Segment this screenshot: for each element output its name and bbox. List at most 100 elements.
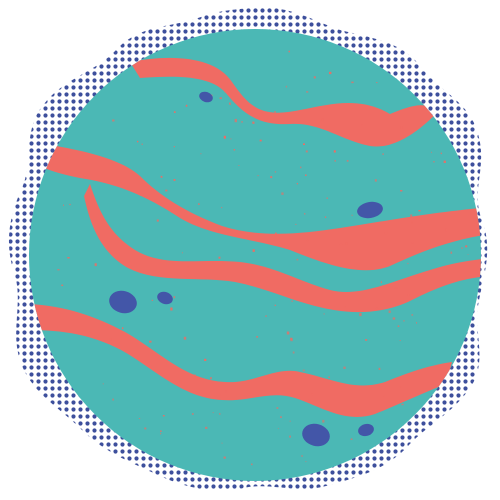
speckle bbox=[69, 203, 71, 206]
speckle bbox=[380, 281, 382, 283]
speckle bbox=[302, 369, 305, 372]
speckle bbox=[309, 120, 311, 121]
speckle bbox=[376, 307, 379, 309]
speckle bbox=[411, 314, 414, 316]
speckle bbox=[397, 325, 400, 327]
speckle bbox=[344, 306, 346, 308]
speckle bbox=[160, 430, 162, 432]
speckle bbox=[433, 161, 435, 163]
speckle bbox=[339, 243, 343, 245]
speckle bbox=[378, 367, 381, 370]
speckle bbox=[305, 174, 307, 176]
speckle bbox=[112, 398, 114, 401]
speckle bbox=[455, 266, 458, 269]
speckle bbox=[160, 433, 162, 435]
speckle bbox=[288, 50, 290, 53]
speckle bbox=[290, 337, 293, 341]
speckle bbox=[94, 263, 97, 267]
speckle bbox=[326, 197, 328, 199]
speckle bbox=[173, 296, 176, 299]
speckle bbox=[388, 310, 391, 313]
speckle bbox=[443, 160, 446, 163]
speckle bbox=[210, 377, 212, 380]
speckle bbox=[289, 420, 291, 422]
speckle bbox=[465, 245, 468, 248]
speckle bbox=[275, 232, 277, 235]
speckle bbox=[137, 140, 139, 143]
planet-band-2 bbox=[40, 144, 481, 271]
speckle bbox=[403, 320, 405, 322]
speckle bbox=[251, 463, 253, 466]
speckle bbox=[308, 399, 310, 402]
speckle bbox=[459, 211, 462, 214]
speckle bbox=[162, 415, 165, 417]
speckle bbox=[165, 189, 168, 192]
speckle bbox=[67, 257, 70, 259]
speckle bbox=[238, 165, 240, 166]
speckle bbox=[63, 204, 64, 206]
speckle bbox=[171, 211, 173, 213]
speckle bbox=[102, 383, 104, 385]
speckle bbox=[440, 152, 442, 155]
speckle bbox=[289, 435, 291, 438]
planet-band-3 bbox=[84, 184, 481, 313]
speckle bbox=[361, 124, 363, 126]
speckle bbox=[431, 151, 432, 153]
speckle bbox=[225, 390, 227, 393]
speckle bbox=[376, 82, 378, 84]
speckle bbox=[221, 442, 223, 444]
speckle bbox=[121, 327, 124, 330]
speckle bbox=[259, 139, 262, 142]
speckle bbox=[230, 138, 232, 140]
crater-5 bbox=[302, 423, 330, 447]
speckle bbox=[274, 171, 277, 173]
speckle bbox=[300, 166, 302, 169]
speckle bbox=[296, 183, 298, 185]
speckle bbox=[276, 407, 279, 409]
speckle bbox=[229, 102, 231, 105]
crater-4 bbox=[157, 291, 173, 305]
speckle bbox=[144, 427, 147, 430]
speckle bbox=[156, 219, 159, 222]
speckle bbox=[304, 213, 306, 215]
speckle bbox=[399, 340, 401, 341]
planet-band-1 bbox=[130, 57, 438, 147]
speckle bbox=[170, 307, 173, 311]
speckle bbox=[382, 394, 385, 397]
speckle bbox=[445, 228, 448, 232]
speckle bbox=[392, 317, 396, 320]
speckle bbox=[256, 336, 259, 338]
speckle bbox=[138, 418, 141, 419]
speckle bbox=[306, 239, 309, 242]
speckle bbox=[384, 231, 388, 235]
speckle bbox=[200, 153, 202, 155]
speckle bbox=[450, 251, 453, 254]
speckle bbox=[274, 111, 276, 113]
speckle bbox=[234, 118, 237, 123]
speckle bbox=[375, 307, 377, 310]
speckle bbox=[252, 121, 255, 124]
speckle bbox=[219, 413, 221, 415]
speckle bbox=[252, 249, 255, 252]
speckle bbox=[173, 111, 176, 113]
speckle bbox=[323, 313, 325, 315]
speckle bbox=[187, 266, 189, 268]
speckle bbox=[277, 428, 279, 429]
speckle bbox=[221, 207, 223, 209]
speckle bbox=[467, 254, 469, 255]
speckle bbox=[160, 175, 163, 178]
speckle bbox=[179, 380, 182, 384]
speckle bbox=[324, 216, 327, 218]
speckle bbox=[407, 294, 410, 296]
speckle bbox=[223, 456, 226, 459]
speckle bbox=[329, 71, 332, 75]
speckle bbox=[411, 242, 414, 244]
speckle bbox=[204, 358, 207, 361]
speckle bbox=[270, 176, 273, 179]
speckle bbox=[286, 331, 290, 335]
speckle bbox=[351, 214, 353, 216]
speckle bbox=[400, 190, 403, 192]
crater-1 bbox=[199, 91, 213, 103]
crater-3 bbox=[109, 290, 137, 314]
speckle bbox=[218, 256, 221, 259]
